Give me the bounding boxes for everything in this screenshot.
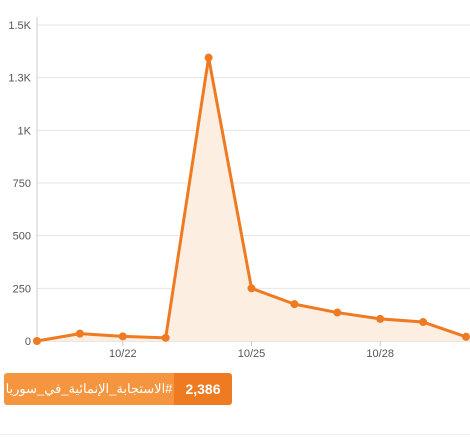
data-point (204, 53, 213, 62)
data-point (118, 332, 127, 341)
y-tick-label: 1.3K (8, 73, 31, 85)
x-tick-label: 10/25 (238, 348, 266, 360)
data-point (75, 329, 84, 338)
data-point (33, 337, 41, 345)
data-point (290, 300, 299, 309)
divider (0, 434, 470, 435)
hashtag-count: 2,386 (174, 373, 232, 405)
x-tick-label: 10/28 (366, 348, 394, 360)
data-point (376, 314, 385, 323)
y-tick-label: 1.5K (8, 20, 31, 32)
y-tick-label: 0 (25, 336, 31, 348)
data-point (419, 318, 428, 327)
line-chart: 0 250 500 750 1K 1.3K 1.5K 10/22 10/25 10/28 (8, 17, 470, 360)
data-point (333, 308, 342, 317)
hashtag-label: #الاستجابة_الإنمائية_في_سوريا (4, 373, 174, 405)
series-area (37, 57, 466, 342)
data-point (462, 332, 470, 341)
y-tick-label: 500 (13, 231, 31, 243)
data-point (247, 284, 256, 293)
y-tick-label: 250 (13, 283, 31, 295)
y-tick-label: 750 (13, 178, 31, 190)
y-tick-label: 1K (18, 125, 32, 137)
data-point (161, 333, 170, 342)
chart-svg: 0 250 500 750 1K 1.3K 1.5K 10/22 10/25 10/28 (8, 17, 470, 360)
hashtag-legend-button[interactable]: #الاستجابة_الإنمائية_في_سوريا 2,386 (4, 373, 232, 405)
x-tick-label: 10/22 (109, 348, 137, 360)
